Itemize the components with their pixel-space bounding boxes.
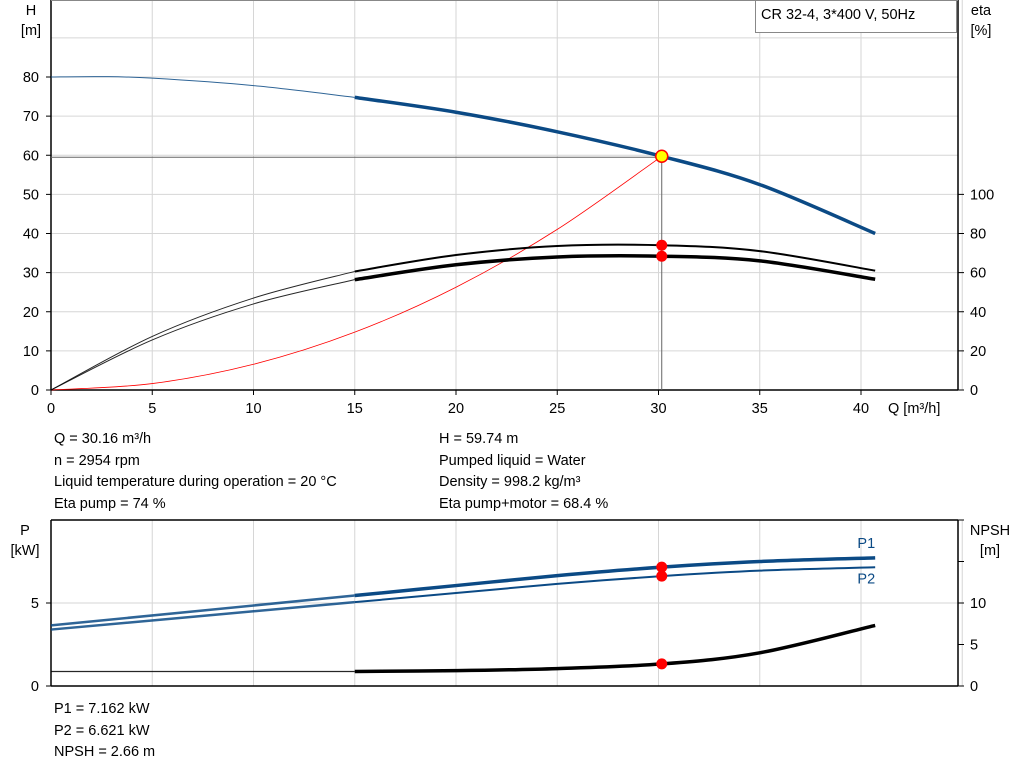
x-tick-label: 5 (148, 401, 156, 417)
y-axis-label-right: NPSH (970, 523, 1010, 539)
title-box (755, 0, 957, 33)
p1-curve-extended (50, 594, 355, 627)
y-tick-label-left: 70 (23, 109, 39, 125)
p2-curve-extended (50, 600, 355, 631)
y-tick-label-right: 80 (970, 227, 986, 243)
x-tick-label: 0 (47, 401, 55, 417)
info-bottom: P1 = 7.162 kW P2 = 6.621 kW NPSH = 2.66 … (54, 699, 155, 764)
y-tick-label-right: 20 (970, 344, 986, 360)
info-pumped-liquid: Pumped liquid = Water (439, 452, 586, 469)
y-tick-label-right: 40 (970, 305, 986, 321)
y-axis-label-left: H (26, 3, 36, 19)
info-p2: P2 = 6.621 kW (54, 722, 150, 739)
eta-pump-motor-curve-extended (50, 279, 355, 391)
head-curve-extended (50, 76, 355, 98)
info-p1: P1 = 7.162 kW (54, 701, 150, 717)
x-axis-label: Q [m³/h] (888, 401, 940, 417)
eta-pump-motor-curve (354, 254, 876, 282)
y-tick-label-left: 60 (23, 148, 39, 164)
operating-point-marker (654, 149, 669, 164)
info-speed: n = 2954 rpm (54, 452, 140, 469)
info-top-right: H = 59.74 m Pumped liquid = Water Densit… (439, 429, 608, 515)
info-npsh: NPSH = 2.66 m (54, 744, 156, 760)
x-tick-label: 25 (549, 401, 565, 417)
y-axis-unit-left: [m] (21, 23, 41, 39)
chart-title: CR 32-4, 3*400 V, 50Hz (761, 7, 915, 23)
eta-pump-curve-extended (50, 270, 355, 391)
x-tick-label: 20 (448, 401, 464, 417)
p1-point (656, 561, 668, 573)
p1-series-label: P1 (857, 536, 875, 552)
npsh-point (656, 658, 668, 670)
y-tick-label-left: 80 (23, 70, 39, 86)
p2-curve (354, 566, 876, 604)
x-tick-label: 30 (650, 401, 666, 417)
info-liquid-temperature: Liquid temperature during operation = 20… (54, 474, 337, 490)
y-tick-label-left: 20 (23, 305, 39, 321)
y-tick-label-left: 5 (31, 596, 39, 612)
y-tick-label-left: 40 (23, 227, 39, 243)
eta-pump-motor-point (656, 250, 668, 262)
y-tick-label-left: 30 (23, 266, 39, 282)
npsh-curve (354, 623, 876, 674)
head-curve (354, 95, 876, 236)
x-tick-label: 40 (853, 401, 869, 417)
p2-point (656, 570, 668, 582)
x-tick-label: 35 (752, 401, 768, 417)
y-tick-label-left: 10 (23, 344, 39, 360)
y-tick-label-right: 10 (970, 596, 986, 612)
info-eta-pump-motor: Eta pump+motor = 68.4 % (439, 495, 609, 512)
info-density: Density = 998.2 kg/m³ (439, 474, 581, 490)
y-tick-label-right: 0 (970, 383, 978, 399)
y-tick-label-left: 0 (31, 383, 39, 399)
y-tick-label-left: 50 (23, 187, 39, 203)
p2-series-label: P2 (857, 571, 875, 587)
info-h: H = 59.74 m (439, 431, 519, 447)
x-tick-label: 10 (245, 401, 261, 417)
y-axis-label-right: eta (971, 3, 992, 19)
y-tick-label-right: 100 (970, 187, 994, 203)
info-q: Q = 30.16 m³/h (54, 431, 152, 447)
y-axis-unit-right: [%] (971, 23, 992, 39)
y-axis-label-left: P (20, 523, 30, 539)
p1-curve (354, 556, 876, 598)
y-tick-label-right: 0 (970, 679, 978, 695)
eta-pump-point (656, 239, 668, 251)
y-tick-label-left: 0 (31, 679, 39, 695)
y-axis-unit-left: [kW] (11, 543, 40, 559)
y-tick-label-right: 60 (970, 266, 986, 282)
system-curve (50, 155, 662, 391)
info-top-left: Q = 30.16 m³/h n = 2954 rpm Liquid tempe… (54, 429, 337, 515)
eta-pump-curve (354, 243, 876, 273)
y-axis-unit-right: [m] (980, 543, 1000, 559)
info-eta-pump: Eta pump = 74 % (54, 495, 166, 512)
y-tick-label-right: 5 (970, 638, 978, 654)
x-tick-label: 15 (347, 401, 363, 417)
